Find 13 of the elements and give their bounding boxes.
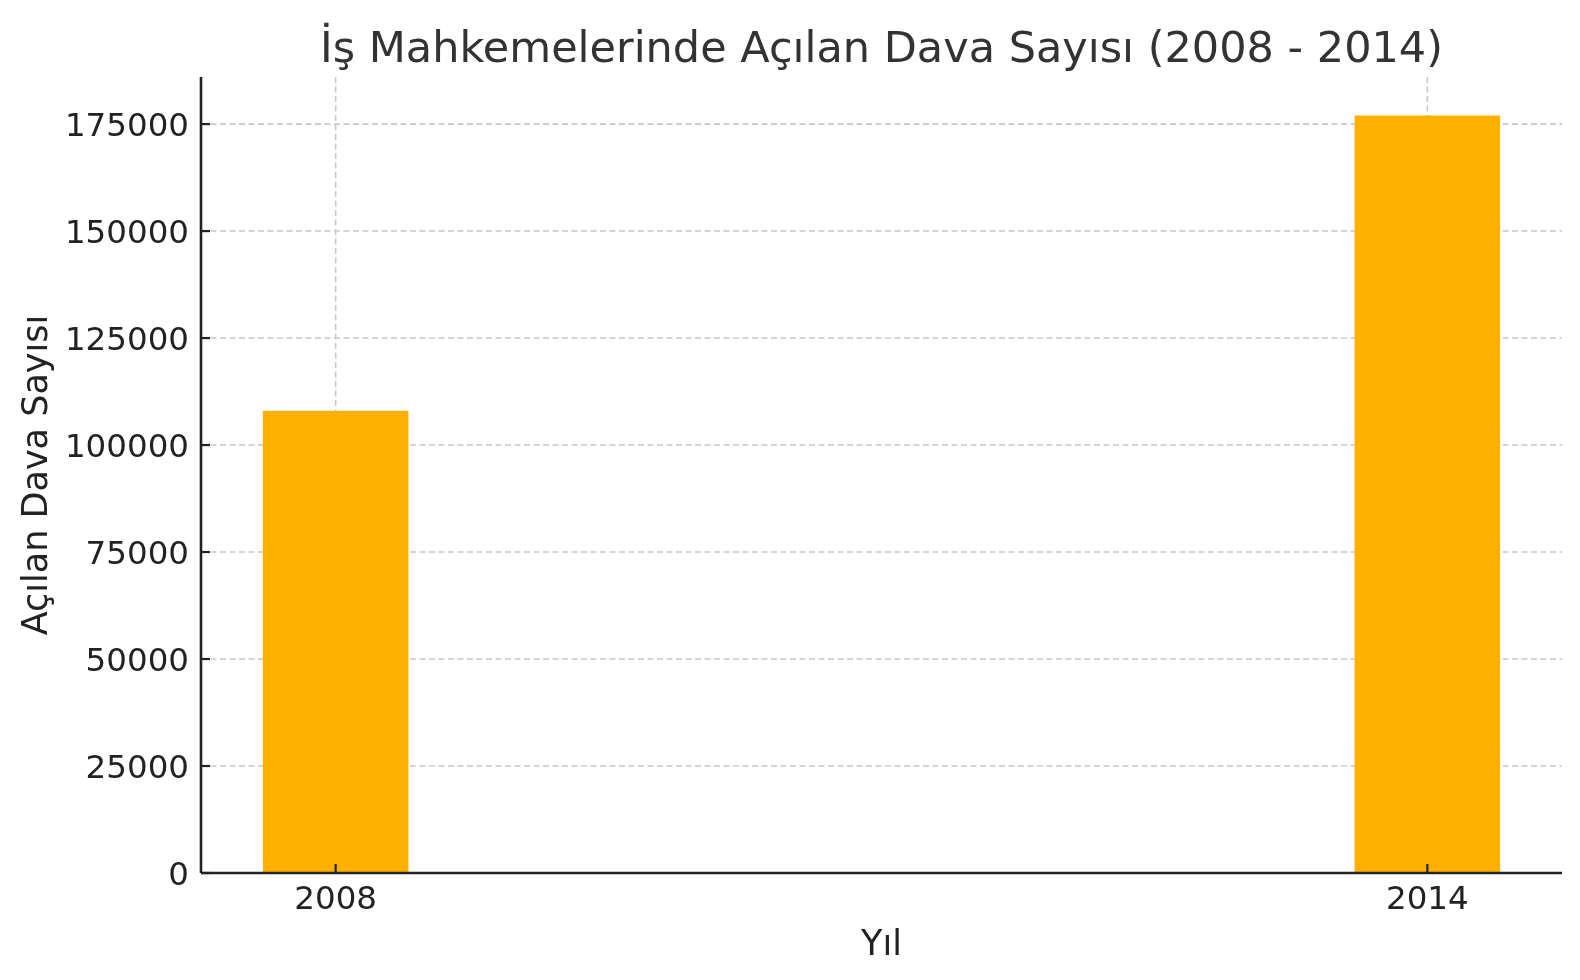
- y-tick-label: 0: [168, 854, 189, 893]
- y-tick-label: 175000: [64, 105, 189, 144]
- y-tick-label: 125000: [64, 319, 189, 358]
- x-tick-label: 2014: [1386, 879, 1469, 917]
- chart-title: İş Mahkemelerinde Açılan Dava Sayısı (2008 - 2014): [319, 22, 1444, 72]
- y-tick-label: 50000: [85, 640, 189, 679]
- y-tick-label: 25000: [85, 747, 189, 786]
- y-axis-title: Açılan Dava Sayısı: [15, 314, 55, 636]
- x-axis-title: Yıl: [860, 923, 902, 963]
- x-tick-label: 2008: [294, 879, 377, 917]
- y-tick-label: 75000: [85, 533, 189, 572]
- y-tick-label: 100000: [64, 426, 189, 465]
- y-tick-label: 150000: [64, 212, 189, 251]
